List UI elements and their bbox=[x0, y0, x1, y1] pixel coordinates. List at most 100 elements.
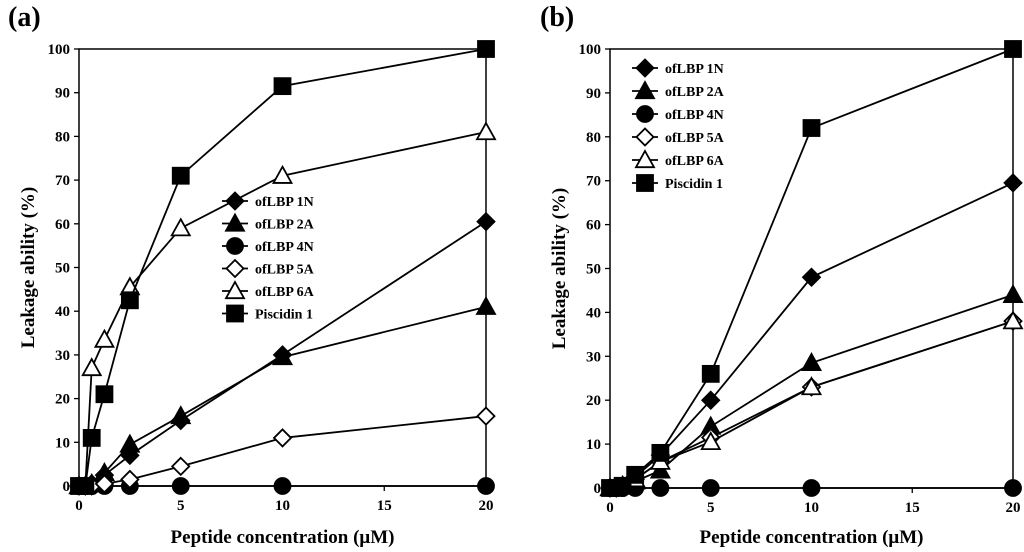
series-line bbox=[610, 320, 1014, 489]
data-point bbox=[477, 40, 495, 58]
legend-entry: Piscidin 1 bbox=[665, 177, 723, 192]
series-line bbox=[610, 182, 1014, 489]
data-point bbox=[170, 217, 192, 237]
legend-marker bbox=[635, 127, 655, 147]
data-point bbox=[94, 474, 115, 494]
legend-entry: ofLBP 6A bbox=[255, 285, 315, 300]
data-point bbox=[170, 405, 192, 425]
series-line bbox=[610, 320, 1014, 489]
legend-marker bbox=[225, 258, 245, 279]
x-tick-label: 0 bbox=[75, 498, 83, 514]
panel-label: (a) bbox=[8, 2, 41, 33]
data-point bbox=[119, 433, 141, 453]
data-point bbox=[1003, 173, 1023, 193]
data-point bbox=[273, 477, 292, 495]
series-line bbox=[79, 415, 487, 487]
x-tick-label: 10 bbox=[275, 498, 290, 514]
x-axis-title: Peptide concentration (μM) bbox=[171, 527, 395, 548]
legend-marker bbox=[226, 237, 244, 255]
y-tick-label: 20 bbox=[586, 393, 601, 409]
legend-marker bbox=[636, 174, 654, 192]
legend: ofLBP 1N ofLBP 2A ofLBP 4N ofLBP 5A ofLBP 6A… bbox=[222, 191, 315, 323]
y-tick-label: 90 bbox=[55, 86, 70, 102]
chart-panel-b: (b) 0 10 20 30 40 50 60 70 80 90 100 0 5 10 15 20 Peptide… bbox=[540, 2, 1024, 548]
data-point bbox=[93, 328, 115, 348]
data-point bbox=[476, 406, 496, 426]
legend-entry: ofLBP 1N bbox=[665, 62, 724, 77]
data-point bbox=[272, 428, 293, 448]
data-point bbox=[1002, 310, 1024, 330]
legend-marker bbox=[636, 105, 654, 123]
data-point bbox=[477, 477, 495, 495]
y-tick-label: 60 bbox=[586, 218, 601, 234]
y-tick-label: 100 bbox=[48, 42, 71, 58]
x-tick-label: 15 bbox=[905, 500, 920, 516]
data-point bbox=[700, 431, 722, 451]
legend-entry: ofLBP 5A bbox=[665, 131, 725, 146]
legend-entry: ofLBP 5A bbox=[255, 263, 315, 278]
data-point bbox=[476, 211, 496, 232]
y-tick-label: 100 bbox=[579, 42, 602, 58]
series-line bbox=[79, 305, 487, 487]
legend-marker bbox=[224, 280, 246, 300]
series-oflbp-2a bbox=[68, 295, 497, 495]
data-point bbox=[82, 429, 101, 447]
legend-marker bbox=[634, 80, 656, 100]
x-tick-label: 5 bbox=[707, 500, 715, 516]
data-point bbox=[81, 357, 103, 377]
y-tick-label: 0 bbox=[594, 481, 602, 497]
data-point bbox=[701, 364, 720, 383]
y-tick-label: 60 bbox=[55, 217, 70, 233]
legend-marker bbox=[635, 58, 655, 78]
legend-entry: ofLBP 2A bbox=[255, 218, 315, 233]
y-tick-label: 70 bbox=[586, 174, 601, 190]
x-tick-label: 0 bbox=[606, 500, 614, 516]
legend-entry: ofLBP 4N bbox=[255, 240, 314, 255]
legend-marker bbox=[225, 191, 245, 211]
y-axis-title: Leakage ability (%) bbox=[549, 188, 570, 350]
series-oflbp-4n bbox=[601, 479, 1022, 497]
y-tick-label: 0 bbox=[63, 479, 71, 495]
y-tick-label: 90 bbox=[586, 86, 601, 102]
legend-marker bbox=[634, 149, 656, 169]
data-point bbox=[95, 385, 114, 404]
data-point bbox=[271, 346, 294, 366]
series-oflbp-6a bbox=[599, 310, 1024, 497]
x-tick-label: 15 bbox=[377, 498, 392, 514]
y-tick-label: 80 bbox=[586, 130, 601, 146]
data-point bbox=[271, 164, 294, 184]
data-point bbox=[171, 166, 190, 185]
y-tick-label: 40 bbox=[55, 304, 70, 320]
data-point bbox=[475, 295, 497, 315]
x-tick-label: 20 bbox=[1006, 500, 1021, 516]
y-tick-label: 50 bbox=[55, 261, 70, 277]
data-point bbox=[801, 267, 822, 288]
data-point bbox=[120, 291, 139, 310]
data-point bbox=[626, 465, 645, 484]
data-point bbox=[171, 477, 190, 495]
y-tick-label: 70 bbox=[55, 173, 70, 189]
data-point bbox=[701, 479, 720, 497]
data-point bbox=[651, 443, 670, 462]
series-piscidin-1 bbox=[70, 40, 495, 495]
x-tick-label: 20 bbox=[479, 498, 494, 514]
legend-marker bbox=[224, 212, 246, 232]
series-piscidin-1 bbox=[601, 40, 1022, 497]
data-point bbox=[76, 477, 95, 495]
legend-entry: ofLBP 6A bbox=[665, 154, 725, 169]
y-tick-label: 10 bbox=[586, 437, 601, 453]
data-point bbox=[800, 376, 823, 396]
data-point bbox=[1002, 283, 1024, 303]
data-point bbox=[1004, 40, 1022, 58]
y-tick-label: 80 bbox=[55, 129, 70, 145]
x-tick-label: 10 bbox=[804, 500, 819, 516]
x-axis-title: Peptide concentration (μM) bbox=[700, 527, 924, 548]
legend-marker bbox=[226, 304, 244, 323]
y-tick-label: 30 bbox=[586, 349, 601, 365]
panel-label: (b) bbox=[540, 2, 574, 33]
data-point bbox=[170, 456, 191, 477]
legend: ofLBP 1N ofLBP 2A ofLBP 4N ofLBP 5A ofLBP 6A… bbox=[632, 58, 725, 192]
data-point bbox=[1004, 479, 1022, 497]
chart-panel-a: (a) 0 10 20 30 40 50 60 70 80 90 100 0 5 10 15 20 Peptide… bbox=[8, 2, 497, 548]
